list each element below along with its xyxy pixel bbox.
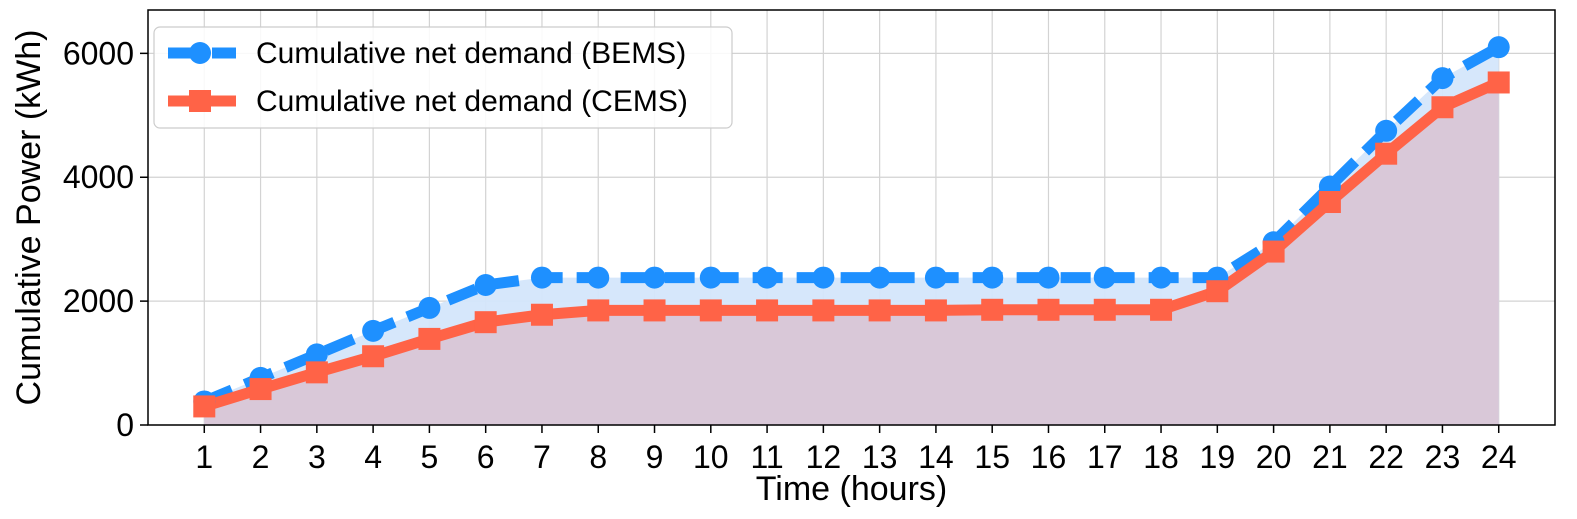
x-tick-label: 8: [589, 439, 607, 475]
x-tick-label: 5: [421, 439, 439, 475]
y-tick-label: 4000: [63, 159, 134, 195]
series-1-point: [1206, 280, 1229, 303]
series-1-point: [924, 299, 947, 322]
series-0-point: [1487, 36, 1510, 59]
series-1-point: [1487, 71, 1510, 94]
x-tick-label: 7: [533, 439, 551, 475]
series-0-point: [812, 266, 835, 289]
x-tick-label: 17: [1087, 439, 1123, 475]
series-fill-1: [204, 82, 1499, 425]
legend-marker-0: [189, 42, 211, 64]
x-tick-label: 4: [364, 439, 382, 475]
x-tick-label: 11: [750, 439, 783, 475]
series-1-point: [193, 395, 216, 418]
series-1-point: [1037, 298, 1060, 321]
series-1-point: [530, 303, 553, 326]
series-0-point: [924, 266, 947, 289]
x-tick-label: 12: [806, 439, 842, 475]
series-0-point: [418, 296, 441, 319]
legend-box: [153, 26, 733, 129]
series-0-point: [868, 266, 891, 289]
series-1-point: [699, 299, 722, 322]
series-0-point: [1431, 67, 1454, 90]
y-axis-label: Cumulative Power (kWh): [10, 30, 48, 406]
series-fills: [204, 47, 1499, 425]
series-0-point: [699, 266, 722, 289]
series-0-point: [1037, 266, 1060, 289]
plot-frame: [147, 9, 1556, 426]
legend: Cumulative net demand (BEMS) Cumulative n…: [153, 26, 733, 129]
series-1-point: [418, 327, 441, 350]
series-1-point: [587, 299, 610, 322]
series-1-point: [474, 311, 497, 334]
x-tick-label: 6: [477, 439, 495, 475]
series-0-point: [474, 274, 497, 297]
legend-label-0: Cumulative net demand (BEMS): [256, 37, 686, 70]
series-1-point: [1375, 142, 1398, 165]
series-0-point: [305, 343, 328, 366]
series-0-point: [1093, 266, 1116, 289]
series-0-point: [981, 266, 1004, 289]
x-tick-label: 22: [1368, 439, 1404, 475]
x-tick-label: 19: [1200, 439, 1236, 475]
series-1-point: [1093, 298, 1116, 321]
series-0-point: [756, 266, 779, 289]
x-tick-label: 2: [252, 439, 270, 475]
x-tick-label: 3: [308, 439, 326, 475]
axis-ticks: 1 2 3 4 5 6 7 8 9 10 11 12 13 14 15 16 17 18 19 20 21 22 23 240…: [63, 35, 1517, 475]
series-1-point: [1262, 240, 1285, 263]
x-tick-label: 1: [195, 439, 213, 475]
series-0-point: [643, 266, 666, 289]
series-0-point: [1375, 119, 1398, 142]
x-tick-label: 9: [646, 439, 664, 475]
series-1-point: [643, 299, 666, 322]
x-tick-label: 18: [1143, 439, 1179, 475]
x-tick-label: 13: [862, 439, 898, 475]
x-tick-label: 16: [1031, 439, 1067, 475]
x-tick-label: 14: [918, 439, 954, 475]
series-0-point: [530, 266, 553, 289]
series-1-point: [1150, 298, 1173, 321]
series-1-point: [362, 345, 385, 368]
series-1-point: [868, 299, 891, 322]
series-1-point: [812, 299, 835, 322]
series-1-point: [1431, 96, 1454, 119]
series-0-point: [1150, 266, 1173, 289]
series-0-point: [362, 319, 385, 342]
x-tick-label: 15: [974, 439, 1010, 475]
y-tick-label: 6000: [63, 35, 134, 71]
series-1-point: [1318, 191, 1341, 214]
x-tick-label: 23: [1425, 439, 1461, 475]
series-1-point: [981, 298, 1004, 321]
x-axis-label: Time (hours): [756, 470, 947, 508]
legend-marker-1: [189, 90, 211, 112]
series-markers: [193, 36, 1510, 418]
series-1-point: [249, 378, 272, 401]
y-tick-label: 0: [116, 407, 134, 443]
series-1-point: [305, 361, 328, 384]
y-tick-label: 2000: [63, 283, 134, 319]
series-1-point: [756, 299, 779, 322]
x-tick-label: 10: [693, 439, 729, 475]
legend-label-1: Cumulative net demand (CEMS): [256, 85, 688, 118]
series-0-point: [587, 266, 610, 289]
x-tick-label: 20: [1256, 439, 1292, 475]
x-tick-label: 21: [1312, 439, 1348, 475]
x-tick-label: 24: [1481, 439, 1517, 475]
